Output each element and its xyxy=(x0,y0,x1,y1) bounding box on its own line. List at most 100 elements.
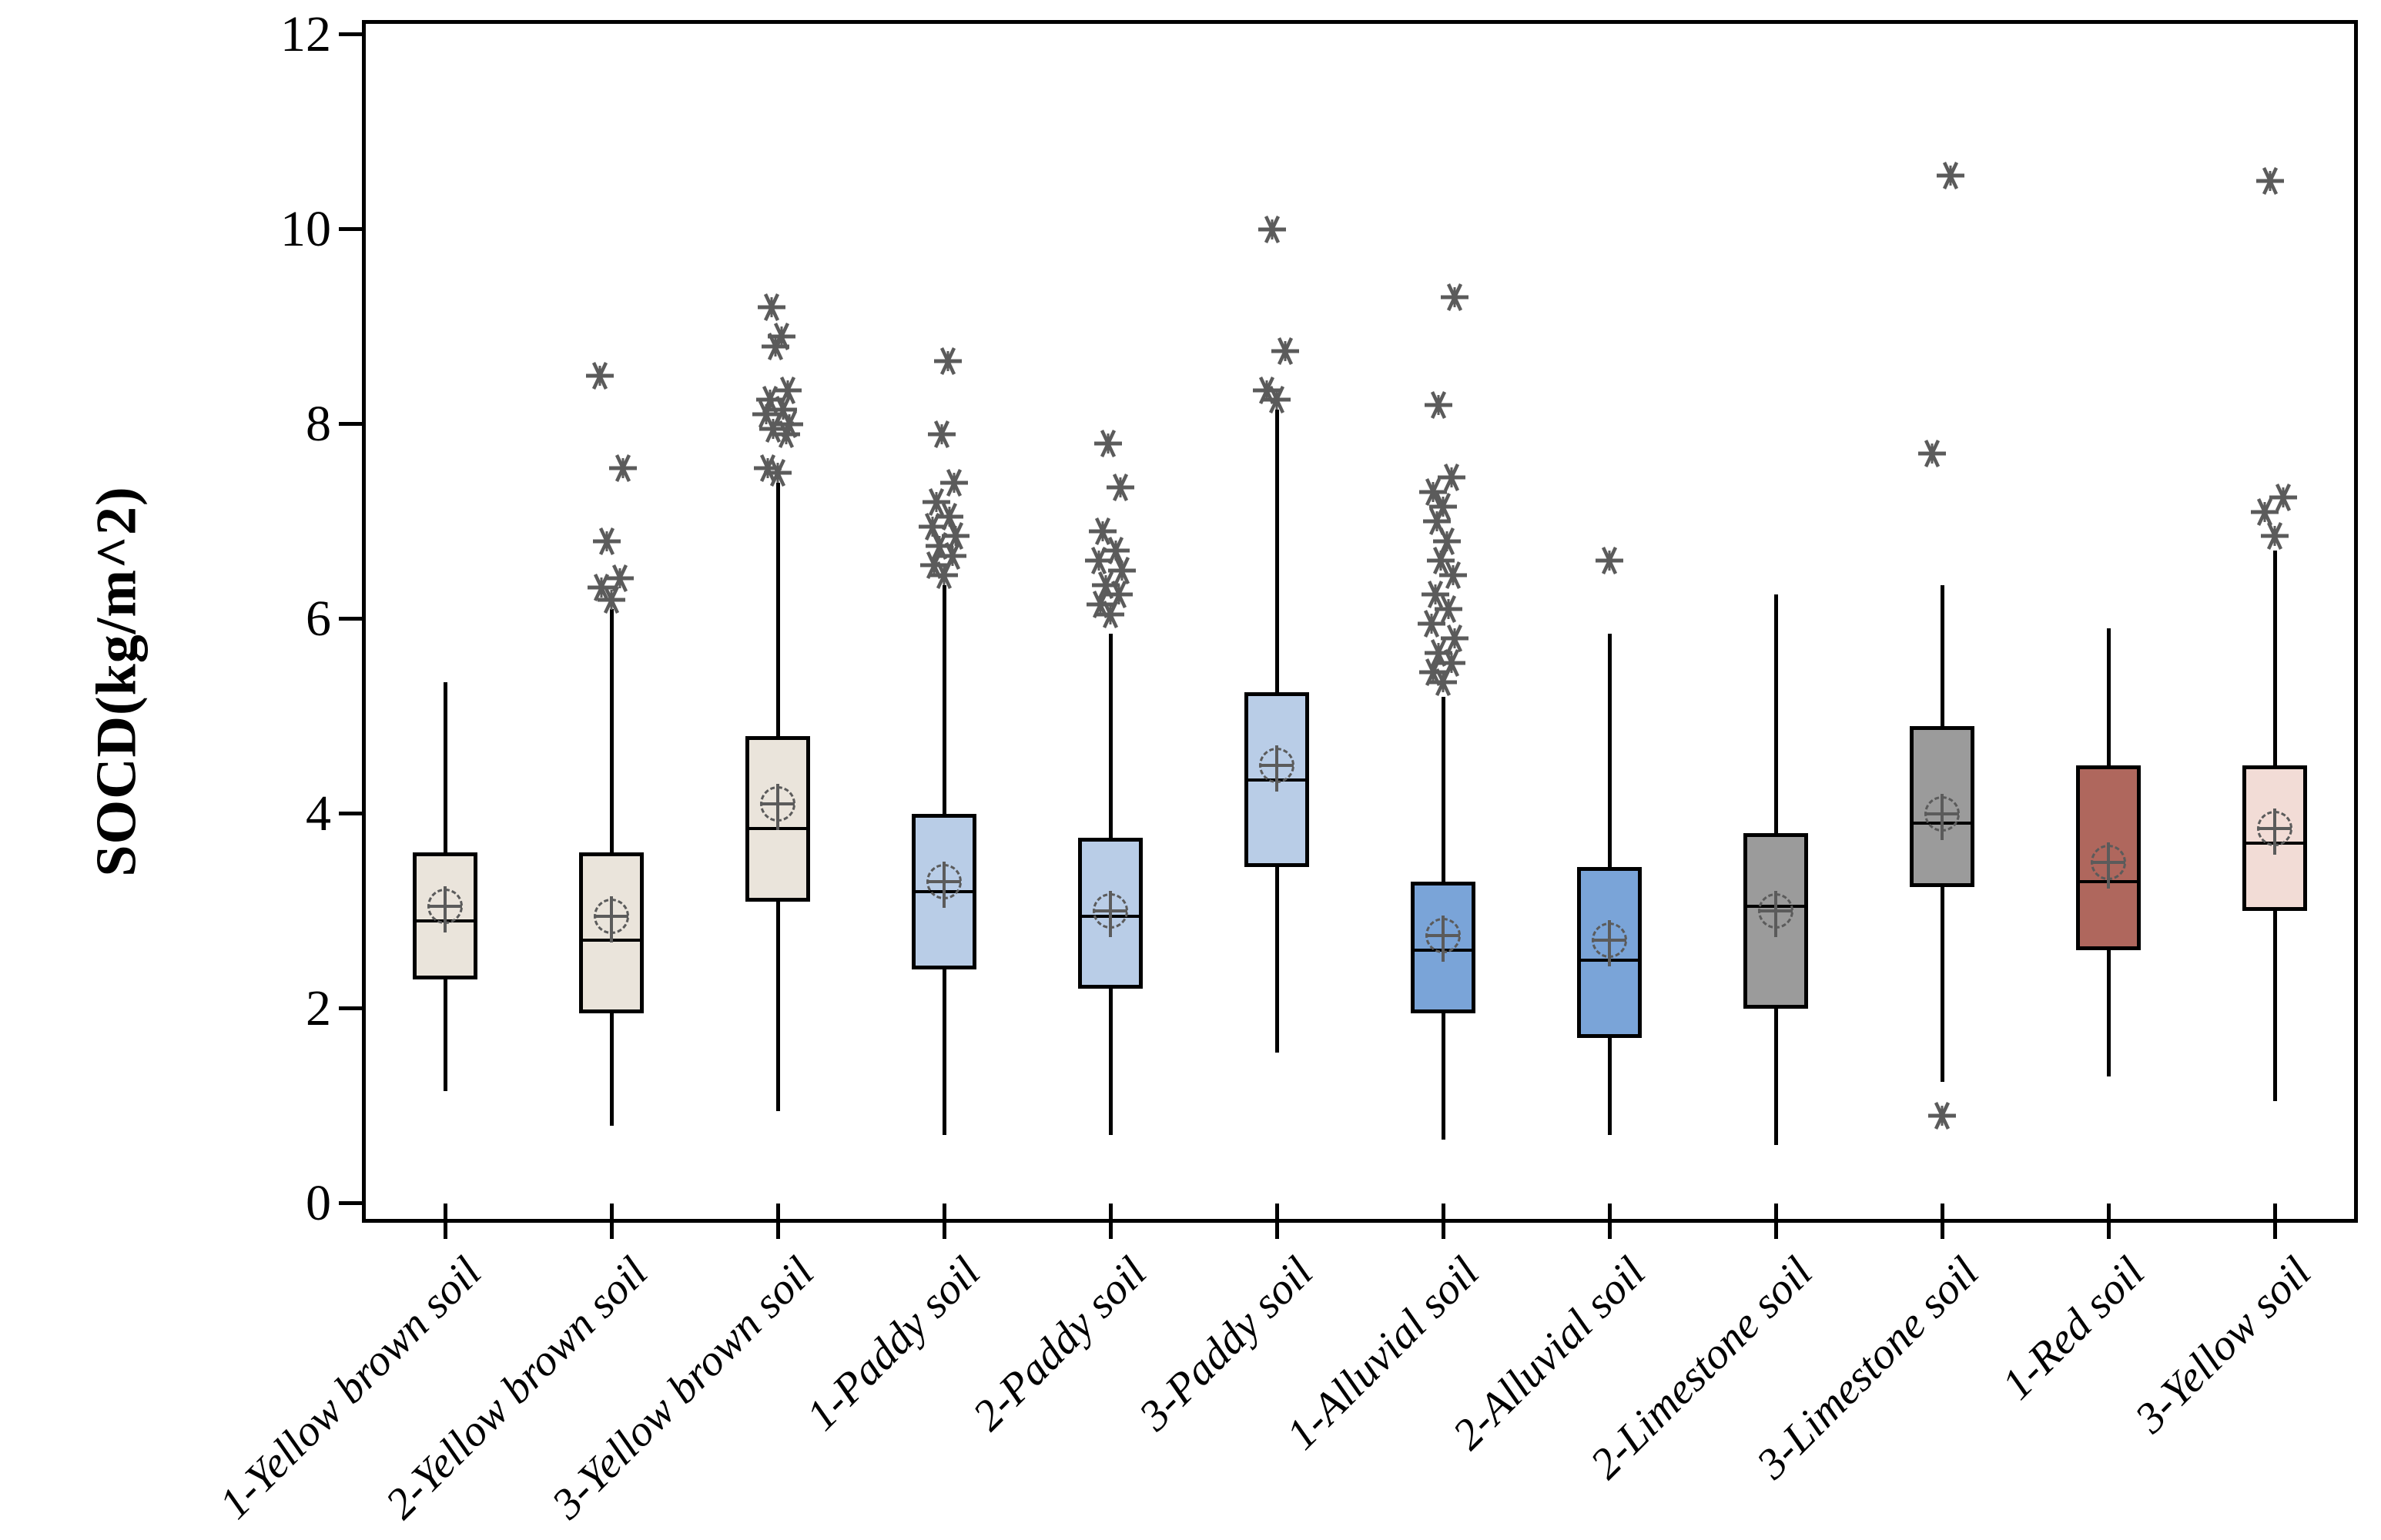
outlier-asterisk-marker xyxy=(593,527,621,555)
outlier-asterisk-marker xyxy=(2261,522,2289,551)
whisker-lower xyxy=(609,1013,614,1126)
y-tick-label: 4 xyxy=(306,785,331,842)
mean-marker-crosshair-v xyxy=(943,862,946,909)
mean-marker-crosshair-v xyxy=(2107,842,2110,889)
whisker-lower xyxy=(2106,949,2111,1077)
whisker-lower xyxy=(1274,867,1279,1053)
outlier-asterisk-marker xyxy=(2251,497,2279,526)
y-tick xyxy=(339,32,362,37)
whisker-upper xyxy=(1940,584,1944,726)
x-category-label: 1-Red soil xyxy=(1993,1247,2155,1409)
outlier-asterisk-marker xyxy=(1439,561,1467,589)
whisker-lower xyxy=(1108,989,1113,1136)
y-tick xyxy=(339,227,362,232)
outlier-asterisk-marker xyxy=(923,488,950,517)
whisker-upper xyxy=(942,584,946,814)
mean-marker-crosshair-v xyxy=(1941,793,1944,840)
whisker-upper xyxy=(2106,628,2111,765)
whisker-upper xyxy=(443,682,447,853)
mean-marker-crosshair-v xyxy=(610,896,613,942)
outlier-asterisk-marker xyxy=(1937,162,1964,190)
whisker-upper xyxy=(1773,594,1778,834)
outlier-asterisk-marker xyxy=(1102,537,1130,565)
outlier-asterisk-marker xyxy=(758,293,785,322)
outlier-asterisk-marker xyxy=(774,376,802,404)
x-category-label: 2-Paddy soil xyxy=(963,1247,1157,1440)
x-tick xyxy=(443,1204,447,1239)
outlier-asterisk-marker xyxy=(934,346,962,375)
whisker-upper xyxy=(2272,551,2277,765)
whisker-upper xyxy=(1274,409,1279,692)
y-tick-label: 6 xyxy=(306,590,331,647)
whisker-lower xyxy=(1441,1013,1445,1140)
y-tick-label: 12 xyxy=(280,5,331,62)
outlier-asterisk-marker xyxy=(1087,590,1114,618)
whisker-lower xyxy=(1940,886,1944,1082)
mean-marker-crosshair-v xyxy=(1275,745,1278,792)
outlier-asterisk-marker xyxy=(1425,390,1452,419)
whisker-upper xyxy=(775,482,780,736)
outlier-asterisk-marker xyxy=(609,454,637,482)
outlier-asterisk-marker xyxy=(586,361,614,390)
outlier-asterisk-marker xyxy=(1441,283,1468,312)
outlier-asterisk-marker xyxy=(920,551,948,580)
outlier-asterisk-marker xyxy=(936,503,963,531)
y-axis-label: SOCD(kg/m^2) xyxy=(85,486,149,877)
whisker-lower xyxy=(443,979,447,1092)
x-tick xyxy=(1773,1204,1778,1239)
outlier-asterisk-marker xyxy=(1438,464,1465,492)
whisker-upper xyxy=(609,609,614,853)
outlier-asterisk-marker xyxy=(1425,639,1452,668)
outlier-asterisk-marker xyxy=(1253,376,1281,404)
outlier-asterisk-marker xyxy=(1418,610,1445,638)
x-tick xyxy=(2272,1204,2277,1239)
outlier-asterisk-marker xyxy=(588,574,615,602)
mean-marker-crosshair-v xyxy=(2273,808,2276,855)
x-tick xyxy=(1441,1204,1445,1239)
outlier-asterisk-marker xyxy=(1092,571,1120,599)
y-tick-label: 2 xyxy=(306,979,331,1036)
y-tick xyxy=(339,617,362,621)
x-category-label: 1-Paddy soil xyxy=(797,1247,990,1440)
y-tick xyxy=(339,422,362,427)
outlier-asterisk-marker xyxy=(2256,166,2284,195)
x-tick xyxy=(1108,1204,1113,1239)
mean-marker-crosshair-v xyxy=(776,784,779,831)
whisker-upper xyxy=(1607,633,1612,868)
x-tick xyxy=(942,1204,946,1239)
outlier-asterisk-marker xyxy=(1271,337,1299,365)
mean-marker-crosshair-v xyxy=(1442,915,1445,962)
x-tick xyxy=(1940,1204,1944,1239)
outlier-asterisk-marker xyxy=(1918,439,1946,467)
x-tick xyxy=(1607,1204,1612,1239)
x-category-label: 3-Yellow soil xyxy=(2125,1247,2321,1443)
plot-area xyxy=(362,20,2358,1223)
outlier-asterisk-marker xyxy=(1596,546,1623,574)
outlier-asterisk-marker xyxy=(1441,624,1468,653)
outlier-asterisk-marker xyxy=(1258,215,1286,243)
mean-marker-crosshair-v xyxy=(1774,891,1777,938)
outlier-asterisk-marker xyxy=(1928,1101,1956,1130)
y-tick-label: 0 xyxy=(306,1174,331,1231)
whisker-lower xyxy=(1773,1008,1778,1145)
y-tick xyxy=(339,1201,362,1206)
outlier-asterisk-marker xyxy=(768,323,795,351)
outlier-asterisk-marker xyxy=(1429,493,1457,521)
outlier-asterisk-marker xyxy=(1419,478,1447,507)
outlier-asterisk-marker xyxy=(1089,517,1117,545)
whisker-upper xyxy=(1441,697,1445,882)
outlier-asterisk-marker xyxy=(940,468,968,497)
mean-marker-crosshair-v xyxy=(444,886,447,932)
box-iqr-rect xyxy=(1411,882,1475,1014)
outlier-asterisk-marker xyxy=(926,532,953,560)
outlier-asterisk-marker xyxy=(1422,581,1449,609)
outlier-asterisk-marker xyxy=(1435,595,1462,624)
x-tick xyxy=(609,1204,614,1239)
y-tick xyxy=(339,812,362,816)
y-tick-label: 8 xyxy=(306,395,331,452)
y-tick xyxy=(339,1006,362,1011)
whisker-lower xyxy=(775,901,780,1111)
whisker-upper xyxy=(1108,633,1113,839)
whisker-lower xyxy=(2272,911,2277,1101)
